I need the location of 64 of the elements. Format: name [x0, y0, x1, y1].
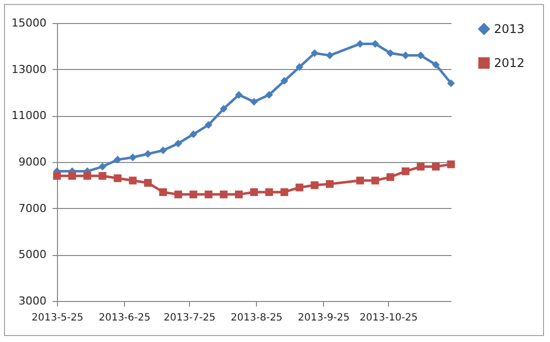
point [53, 172, 61, 180]
point [174, 190, 182, 198]
point [220, 104, 228, 113]
point [326, 52, 334, 60]
point [280, 77, 288, 85]
point [310, 49, 318, 57]
x-tick-label: 2013-10-25 [360, 312, 418, 324]
point [371, 40, 380, 48]
x-tick-label: 2013-7-25 [164, 312, 216, 324]
point [204, 190, 212, 198]
point [296, 184, 304, 192]
point [98, 172, 106, 180]
point [356, 40, 364, 48]
point [144, 178, 152, 187]
point [114, 156, 122, 164]
point [326, 180, 334, 188]
x-tick-label: 2013-6-25 [98, 312, 150, 324]
point [386, 173, 394, 181]
point [128, 176, 137, 184]
point [98, 162, 106, 171]
point [386, 49, 394, 57]
point [416, 52, 425, 60]
point [416, 162, 425, 171]
point [128, 153, 137, 162]
legend-label: 2013 [494, 22, 525, 36]
x-tick-label: 2013-9-25 [298, 312, 350, 324]
point [174, 140, 182, 148]
point [250, 188, 258, 196]
point [159, 146, 167, 154]
legend-label: 2012 [494, 56, 525, 70]
point [447, 79, 455, 88]
point [234, 190, 243, 198]
point [114, 174, 122, 182]
point [83, 172, 92, 180]
point [265, 90, 274, 99]
point [280, 188, 288, 196]
point [190, 190, 198, 198]
point [296, 63, 304, 71]
point [310, 181, 318, 190]
point [447, 160, 455, 168]
y-tick-label: 3000 [18, 294, 46, 308]
point [265, 188, 274, 196]
point [250, 98, 258, 106]
point [432, 162, 440, 171]
y-tick-label: 9000 [18, 156, 46, 168]
point [356, 176, 364, 184]
point [432, 60, 440, 69]
x-tick-label: 2013-8-25 [230, 312, 283, 324]
point [204, 121, 212, 129]
point [144, 150, 152, 158]
point [402, 52, 410, 60]
point [190, 130, 198, 138]
point [402, 167, 410, 176]
y-tick-label: 15000 [12, 16, 46, 30]
point [371, 176, 380, 184]
y-tick-label: 13000 [12, 62, 46, 76]
point [68, 172, 76, 180]
point [159, 188, 167, 196]
point [234, 90, 243, 99]
y-tick-label: 7000 [18, 202, 46, 215]
y-tick-label: 5000 [18, 248, 46, 262]
x-tick-label: 2013-5-25 [32, 312, 84, 324]
point [220, 190, 228, 198]
y-tick-label: 11000 [12, 109, 46, 122]
